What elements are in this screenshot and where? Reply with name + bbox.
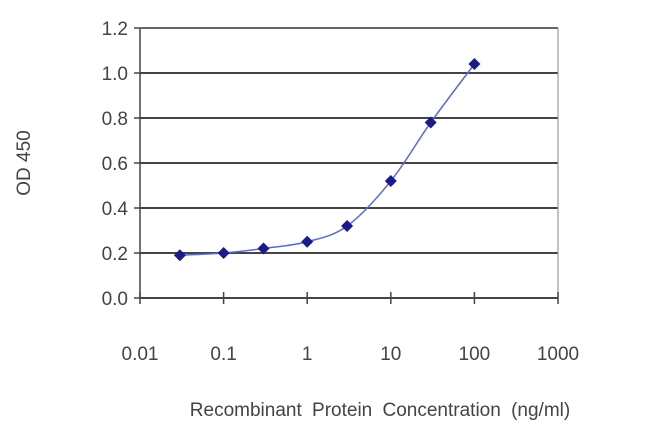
y-tick-label: 0.0 bbox=[102, 289, 128, 310]
series-line bbox=[179, 63, 476, 256]
y-tick-label: 0.2 bbox=[102, 244, 128, 265]
data-point bbox=[257, 242, 270, 255]
data-point bbox=[341, 220, 354, 232]
data-point bbox=[217, 247, 230, 259]
x-tick-label: 1 bbox=[302, 344, 313, 365]
x-tick-label: 0.1 bbox=[210, 344, 236, 365]
y-tick-label: 0.8 bbox=[102, 109, 128, 130]
x-tick-label: 100 bbox=[459, 344, 491, 365]
data-point bbox=[301, 235, 314, 248]
x-axis-label: Recombinant Protein Concentration (ng/ml… bbox=[190, 400, 570, 421]
data-point bbox=[468, 58, 481, 70]
data-point bbox=[424, 116, 437, 129]
tick-labels: 0.0 0.2 0.4 0.6 0.8 1.0 1.2 0.01 0.1 1 10 100 1000 bbox=[102, 19, 580, 365]
axes bbox=[134, 27, 559, 304]
data-point bbox=[173, 249, 186, 262]
x-tick-label: 0.01 bbox=[122, 344, 159, 365]
y-axis-label: OD 450 bbox=[14, 130, 35, 195]
y-tick-label: 1.0 bbox=[102, 64, 128, 85]
x-tick-label: 10 bbox=[380, 344, 401, 365]
y-tick-label: 1.2 bbox=[102, 19, 128, 40]
y-tick-label: 0.6 bbox=[102, 154, 128, 175]
series bbox=[173, 58, 481, 262]
x-tick-label: 1000 bbox=[537, 344, 579, 365]
y-tick-label: 0.4 bbox=[102, 199, 129, 220]
gridlines bbox=[140, 27, 558, 254]
data-point bbox=[384, 175, 397, 187]
